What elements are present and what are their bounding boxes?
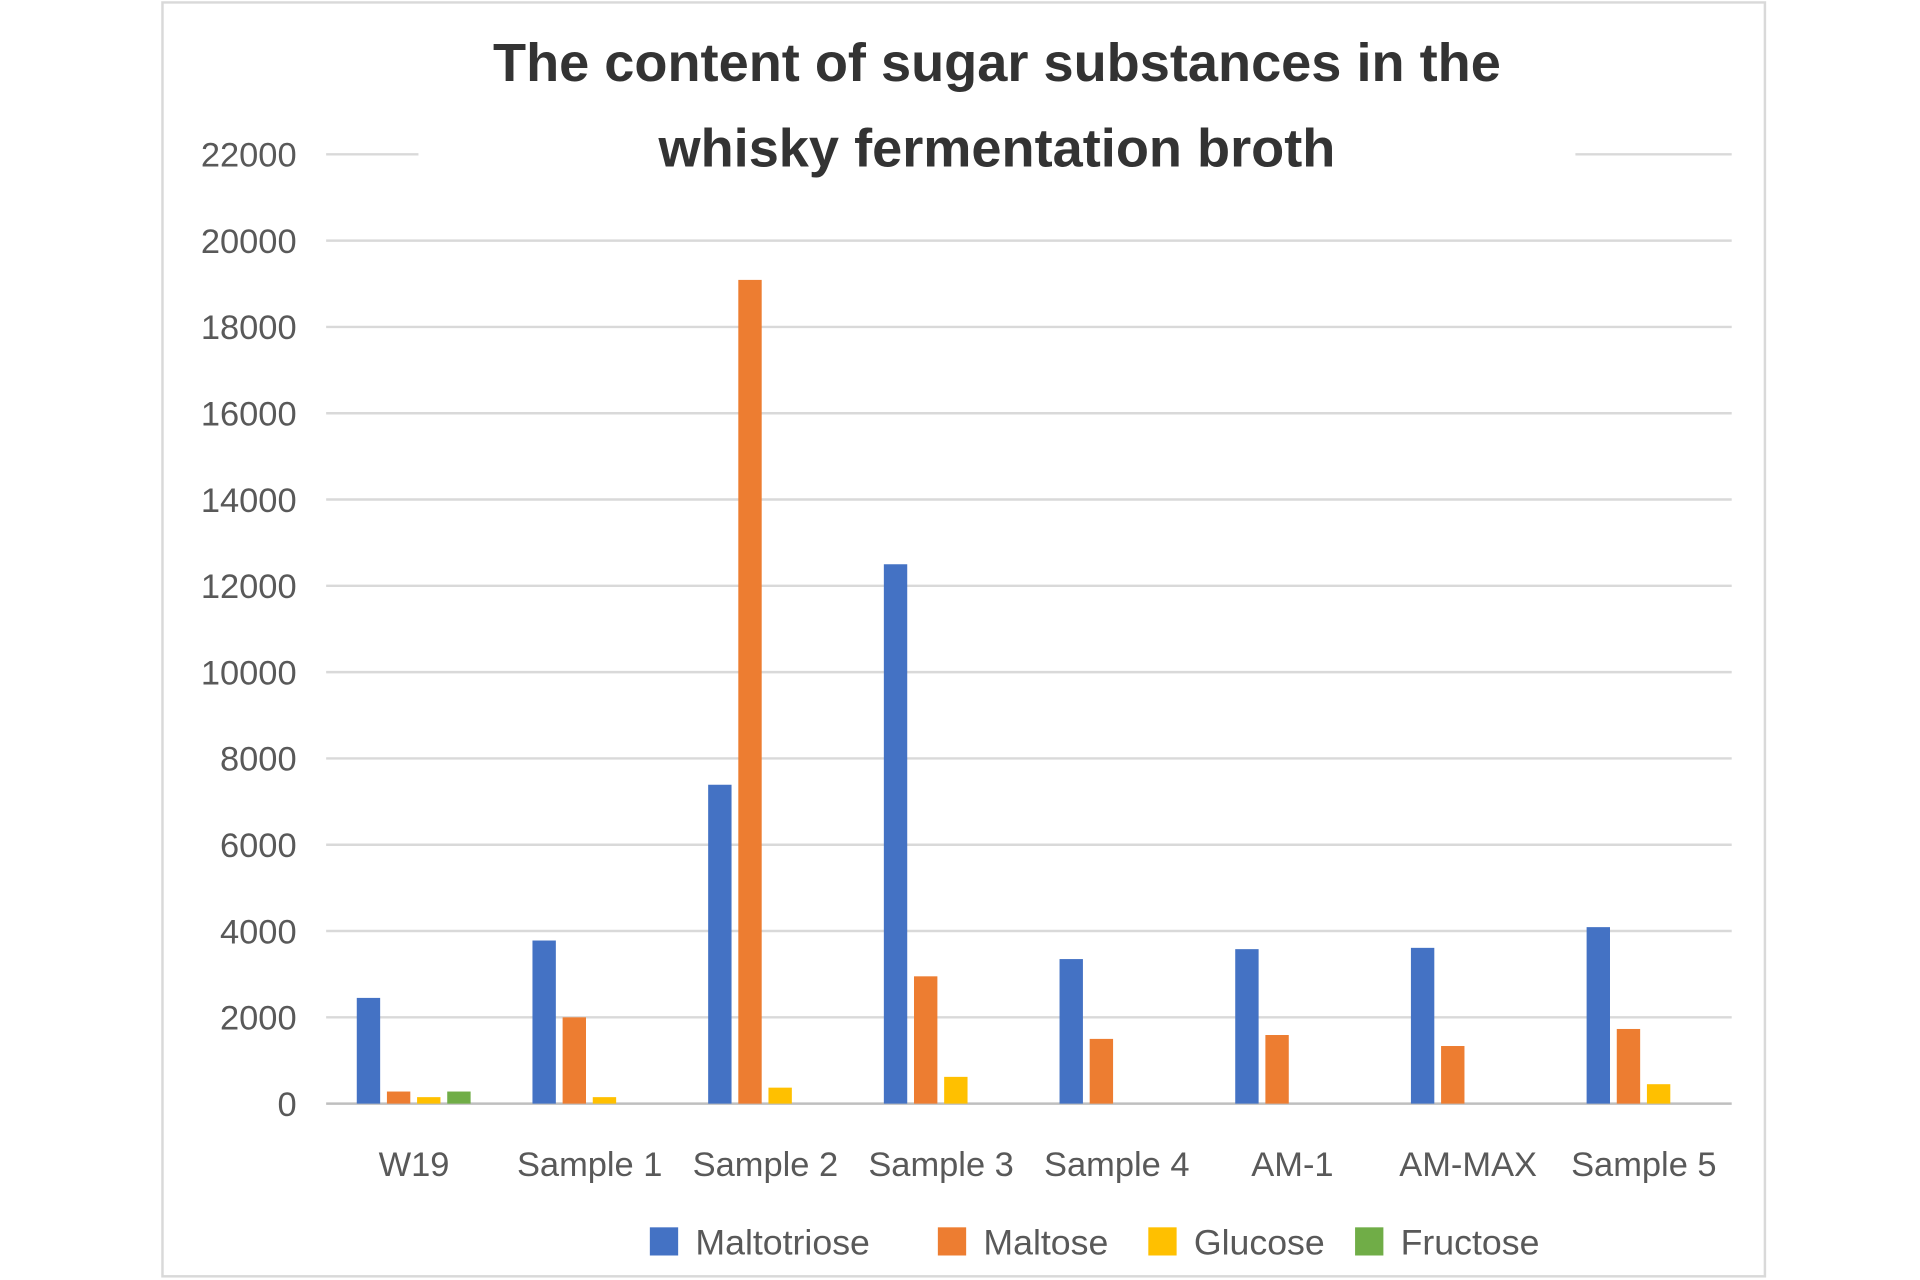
bar-maltotriose-sample-3 [883, 564, 908, 1104]
y-tick-label: 18000 [201, 309, 297, 347]
bar-maltose-w19 [386, 1091, 411, 1104]
bar-maltose-sample-2 [738, 279, 762, 1104]
bar-glucose-sample-2 [768, 1087, 792, 1104]
bar-glucose-sample-5 [1646, 1084, 1671, 1104]
chart-frame [161, 1, 1767, 1278]
bar-maltose-am-1 [1265, 1035, 1289, 1104]
bar-maltose-am-max [1441, 1046, 1465, 1104]
bar-maltotriose-w19 [356, 997, 381, 1104]
y-tick-label: 10000 [201, 654, 297, 692]
bar-fructose-w19 [447, 1091, 471, 1104]
bar-maltose-sample-4 [1089, 1038, 1114, 1104]
bar-maltose-sample-3 [914, 976, 938, 1104]
x-tick-label: Sample 4 [1044, 1146, 1190, 1184]
legend-swatch-maltose [937, 1227, 967, 1256]
chart-title-line-2: whisky fermentation broth [657, 119, 1335, 179]
y-tick-label: 0 [277, 1086, 296, 1124]
x-tick-label: Sample 2 [693, 1146, 839, 1184]
y-tick-label: 8000 [220, 741, 297, 779]
bar-maltose-sample-5 [1616, 1028, 1641, 1104]
x-tick-label: Sample 1 [517, 1146, 663, 1184]
legend-label-maltotriose: Maltotriose [695, 1222, 869, 1262]
bar-glucose-w19 [417, 1097, 441, 1104]
bar-glucose-sample-3 [944, 1076, 968, 1104]
bar-maltotriose-am-max [1410, 947, 1435, 1104]
y-tick-label: 2000 [220, 1000, 297, 1038]
legend-label-maltose: Maltose [983, 1222, 1108, 1262]
y-tick-label: 12000 [201, 568, 297, 606]
chart-title-line-1: The content of sugar substances in the [493, 33, 1501, 93]
bar-maltotriose-am-1 [1235, 949, 1259, 1104]
y-tick-label: 20000 [201, 223, 297, 261]
legend-swatch-glucose [1148, 1227, 1177, 1256]
bar-maltotriose-sample-2 [708, 784, 732, 1104]
bar-glucose-sample-1 [592, 1097, 617, 1104]
legend-swatch-fructose [1355, 1227, 1384, 1256]
x-tick-label: Sample 5 [1571, 1146, 1717, 1184]
bar-maltotriose-sample-1 [532, 940, 556, 1104]
y-tick-label: 4000 [220, 913, 297, 951]
x-tick-label: AM-MAX [1399, 1146, 1537, 1184]
x-tick-label: Sample 3 [868, 1146, 1014, 1184]
bar-maltotriose-sample-4 [1059, 959, 1083, 1104]
legend-swatch-maltotriose [649, 1227, 679, 1256]
y-tick-label: 14000 [201, 482, 297, 520]
legend-label-glucose: Glucose [1194, 1222, 1325, 1262]
x-tick-label: AM-1 [1251, 1146, 1333, 1184]
y-tick-label: 6000 [220, 827, 297, 865]
bar-maltose-sample-1 [562, 1017, 586, 1104]
y-tick-label: 22000 [201, 137, 297, 175]
bar-maltotriose-sample-5 [1586, 927, 1610, 1104]
legend-label-fructose: Fructose [1401, 1222, 1540, 1262]
x-tick-label: W19 [379, 1146, 450, 1184]
y-tick-label: 16000 [201, 396, 297, 434]
